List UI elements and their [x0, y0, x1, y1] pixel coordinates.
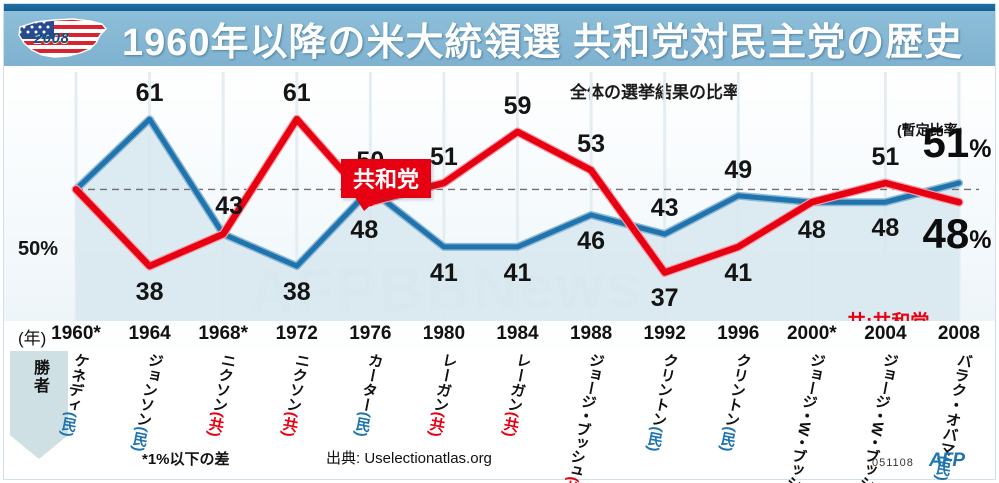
winner-party: (共) [425, 410, 448, 439]
year-label-1976: 1976 [349, 323, 392, 344]
year-label-1968*: 1968* [198, 323, 248, 344]
chart-subtitle: 全体の選挙結果の比率 [570, 83, 740, 102]
line-chart-svg [71, 72, 979, 321]
year-label-1972: 1972 [275, 323, 318, 344]
value-label-republican-1968*: 43 [215, 192, 244, 221]
value-label-democrat-1964: 61 [135, 79, 164, 108]
winner-party: (民) [352, 410, 374, 439]
winner-name: ニクソン [209, 351, 238, 414]
winner-name: ジョージ・ブッシュ [565, 351, 606, 479]
value-label-democrat-1984: 41 [503, 258, 532, 287]
winner-name: クリントン [721, 351, 753, 429]
winner-label-1996: クリントン(民) [717, 351, 753, 453]
republican-line [72, 115, 963, 276]
value-label-2000: 48 [797, 216, 826, 245]
value-label-republican-2008: 48% [922, 210, 992, 258]
winner-label-1964: ジョンソン(民) [129, 351, 165, 452]
year-label-2000*: 2000* [786, 323, 837, 344]
winner-name: レーガン [430, 351, 459, 414]
winner-name: レーガン [504, 351, 533, 414]
provisional-note: (暫定比率) [897, 122, 963, 138]
winner-label-1984: レーガン(共) [499, 351, 533, 439]
value-label-republican-1984: 59 [503, 91, 532, 120]
year-label-1992: 1992 [643, 323, 686, 344]
axis-label-50: 50% [18, 238, 59, 260]
value-label-democrat-1996: 49 [724, 155, 753, 184]
winners-panel: 勝者 ケネディ(民) ジョンソン(民) ニクソン(共) ニクソン(共) カーター(民) レ… [4, 349, 995, 483]
winner-party: (共) [499, 410, 521, 439]
year-unit-label: (年) [18, 329, 47, 348]
winner-name: ニクソン [283, 351, 312, 414]
winner-label-1968*: ニクソン(共) [204, 351, 238, 439]
winner-label-1972: ニクソン(共) [278, 351, 312, 439]
winner-name: バラク・オバマ [936, 351, 974, 458]
value-label-republican-1972: 61 [282, 79, 311, 108]
value-label-democrat-2004: 48 [871, 214, 900, 243]
afp-logo-text: AFP [929, 450, 965, 471]
value-label-republican-1988: 53 [577, 130, 605, 159]
winners-panel-tag: 勝者 [10, 351, 68, 459]
logo-year-label: 2008 [34, 30, 70, 47]
winner-name: クリントン [648, 351, 680, 429]
year-axis: (年) 1960* 1964 1968* 1972 1976 1980 1984 1988 19… [4, 321, 995, 349]
winner-label-1988: ジョージ・ブッシュ(共) [561, 351, 606, 483]
winner-name: ジョージ・W・ブッシュ [780, 351, 827, 483]
winner-party: (民) [643, 425, 666, 453]
winner-party: (民) [717, 425, 739, 453]
chart-panel: AFPBBNews 全体の選挙結果の比率 (暫定比率) 50% 38614361… [4, 66, 995, 321]
winner-label-1992: クリントン(民) [643, 351, 680, 453]
legend-item-republican: 共:共和党 [847, 312, 929, 321]
year-label-1964: 1964 [128, 323, 171, 344]
winner-party: (民) [57, 410, 80, 439]
winner-party: (共) [278, 410, 301, 439]
value-label-democrat-1988: 46 [577, 226, 605, 255]
value-label-democrat-1980: 41 [430, 258, 458, 287]
page-title: 1960年以降の米大統領選 共和党対民主党の歴史 [122, 22, 964, 64]
value-label-republican-1964: 38 [135, 278, 164, 307]
winner-name: ジョンソン [133, 351, 165, 429]
year-label-2004: 2004 [864, 323, 907, 344]
winner-party: (共) [204, 410, 227, 439]
callout-republican-tail [355, 197, 380, 211]
winner-label-1976: カーター(民) [352, 351, 386, 439]
winner-name: カーター [356, 351, 386, 414]
callout-republican-label: 共和党 [353, 167, 420, 192]
year-label-1980: 1980 [422, 323, 466, 344]
value-label-democrat-1972: 38 [282, 278, 311, 307]
header-accent-bar [4, 4, 995, 11]
date-code: 051108 [872, 457, 914, 469]
value-label-democrat-1992: 43 [650, 194, 679, 223]
winners-panel-label: 勝者 [31, 359, 48, 395]
afp-logo: AFP [929, 450, 965, 472]
value-label-democrat-2008: 51% [922, 119, 992, 167]
democrat-area-fill [76, 119, 959, 321]
winner-label-2000*: ジョージ・W・ブッシュ(共) [777, 351, 827, 483]
value-label-republican-1992: 37 [650, 284, 679, 313]
value-label-republican-1996: 41 [724, 258, 753, 287]
value-label-republican-1976: 48 [350, 216, 379, 245]
value-label-republican-2004: 51 [871, 143, 900, 172]
legend: 共:共和党 民:民主党 [847, 312, 929, 321]
header-bar: 2008 1960年以降の米大統領選 共和党対民主党の歴史 [4, 4, 995, 66]
year-label-1996: 1996 [717, 323, 760, 344]
year-label-2008: 2008 [937, 323, 981, 344]
callout-republican: 共和党 [341, 159, 432, 211]
value-label-republican-1980: 51 [430, 143, 458, 172]
us-map-flag-icon [10, 13, 114, 63]
footnote: *1%以下の差 [142, 451, 230, 468]
source-credit: 出典: Uselectionatlas.org [326, 450, 492, 467]
year-label-1960*: 1960* [51, 323, 101, 344]
year-label-1988: 1988 [569, 323, 613, 344]
year-label-1984: 1984 [496, 323, 539, 344]
winner-label-1980: レーガン(共) [425, 351, 459, 439]
